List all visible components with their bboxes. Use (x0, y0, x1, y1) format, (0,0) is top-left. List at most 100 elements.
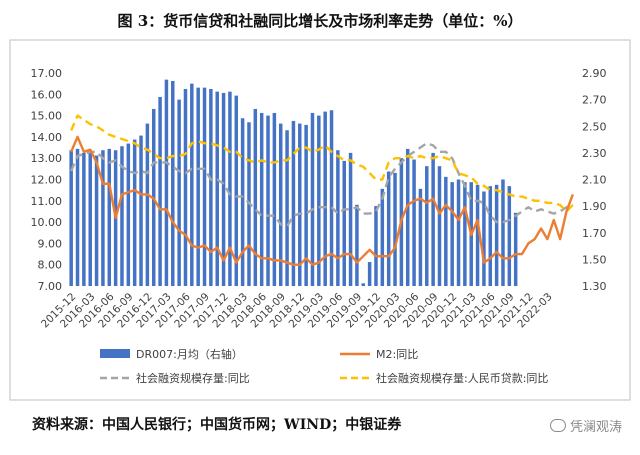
dr007-bar (310, 112, 315, 286)
source-note: 资料来源：中国人民银行；中国货币网；WIND；中银证券 (32, 417, 402, 433)
left-tick-label: 13.00 (31, 152, 63, 165)
right-tick-label: 1.30 (582, 280, 607, 293)
series-line-rmb-loans (70, 114, 574, 213)
dr007-bar (88, 152, 92, 286)
dr007-bars (69, 79, 518, 287)
dr007-bar (513, 212, 518, 286)
dr007-bar (75, 148, 80, 286)
dr007-bar (463, 182, 467, 286)
legend-label: M2:同比 (376, 348, 418, 361)
dr007-bar (107, 148, 112, 286)
right-tick-label: 2.10 (582, 174, 607, 187)
right-tick-label: 1.90 (582, 200, 607, 213)
left-tick-label: 15.00 (31, 110, 63, 123)
dr007-bar (278, 123, 283, 287)
right-tick-label: 2.70 (582, 94, 607, 107)
dr007-bar (355, 204, 359, 286)
dr007-bar (475, 184, 480, 286)
dr007-bar (164, 79, 169, 286)
series-line-social-financing (70, 142, 574, 228)
dr007-bar (450, 182, 454, 286)
right-axis: 1.30 1.50 1.70 1.90 2.10 2.30 2.50 2.70 2.90 (582, 67, 607, 293)
watermark: 凭澜观涛 (549, 416, 622, 435)
series-line-m2 (70, 135, 574, 266)
left-tick-label: 11.00 (31, 195, 63, 208)
left-tick-label: 7.00 (38, 280, 63, 293)
chart-svg: 7.00 8.00 9.00 10.00 11.00 12.00 13.00 14.00 15.… (9, 39, 631, 401)
dr007-bar (437, 166, 442, 286)
dr007-bar (69, 150, 73, 286)
right-tick-label: 1.70 (582, 227, 607, 240)
dr007-bar (272, 112, 277, 286)
legend-label: DR007:月均（右轴） (136, 347, 243, 361)
dr007-bar (425, 166, 429, 286)
dr007-bar (412, 159, 416, 286)
dr007-bar (101, 150, 105, 286)
wechat-icon (549, 419, 566, 432)
right-tick-label: 2.30 (582, 147, 607, 160)
dr007-bar (126, 143, 131, 286)
dr007-bar (240, 118, 245, 286)
dr007-bar (456, 179, 461, 286)
left-tick-label: 14.00 (31, 131, 63, 144)
left-tick-label: 10.00 (31, 216, 63, 229)
left-axis: 7.00 8.00 9.00 10.00 11.00 12.00 13.00 14.00 15.… (31, 67, 63, 293)
left-tick-label: 17.00 (31, 67, 63, 80)
dr007-bar (444, 176, 448, 286)
dr007-bar (228, 91, 232, 286)
dr007-bar (94, 155, 99, 286)
dr007-bar (418, 188, 423, 286)
dr007-bar (374, 206, 378, 286)
dr007-bar (120, 146, 124, 286)
left-tick-label: 12.00 (31, 174, 63, 187)
left-tick-label: 8.00 (38, 259, 63, 272)
dr007-bar (183, 88, 188, 286)
dr007-bar (380, 188, 385, 286)
dr007-bar (494, 184, 499, 286)
dr007-bar (488, 186, 493, 286)
dr007-bar (196, 87, 200, 286)
legend-label: 社会融资规模存量:人民币贷款:同比 (376, 371, 548, 385)
left-tick-label: 16.00 (31, 88, 63, 101)
dr007-bar (177, 99, 181, 286)
dr007-bar (285, 130, 289, 286)
dr007-bar (329, 110, 334, 287)
line-series (70, 114, 574, 266)
legend-swatch-bar (100, 349, 130, 358)
left-tick-label: 9.00 (38, 237, 63, 250)
dr007-bar (145, 123, 150, 287)
dr007-bar (393, 172, 397, 286)
dr007-bar (405, 148, 410, 286)
dr007-bar (190, 83, 194, 287)
dr007-bar (348, 152, 353, 286)
dr007-bar (266, 115, 270, 286)
x-axis: 2015-122016-032016-062016-092016-122017-… (39, 291, 555, 331)
dr007-bar (386, 171, 391, 286)
dr007-bar (361, 283, 366, 286)
dr007-bar (291, 120, 296, 286)
dr007-bar (501, 179, 505, 286)
dr007-bar (209, 88, 213, 286)
dr007-bar (317, 115, 321, 286)
dr007-bar (336, 150, 340, 286)
dr007-bar (507, 186, 512, 286)
dr007-bar (82, 152, 86, 286)
dr007-bar (202, 87, 207, 286)
dr007-bar (482, 191, 486, 286)
plot-frame (9, 39, 631, 401)
dr007-bar (298, 123, 302, 287)
dr007-bar (158, 96, 162, 287)
legend-label: 社会融资规模存量:同比 (136, 371, 250, 385)
dr007-bar (323, 111, 327, 286)
dr007-bar (342, 160, 346, 286)
dr007-bar (304, 124, 308, 286)
dr007-bar (259, 112, 264, 286)
watermark-text: 凭澜观涛 (569, 420, 622, 435)
dr007-bar (139, 135, 143, 286)
dr007-bar (215, 91, 219, 286)
chart-title: 图 3：货币信贷和社融同比增长及市场利率走势（单位：%） (117, 12, 523, 30)
dr007-bar (132, 139, 137, 286)
dr007-bar (234, 95, 239, 286)
right-tick-label: 1.50 (582, 253, 607, 266)
